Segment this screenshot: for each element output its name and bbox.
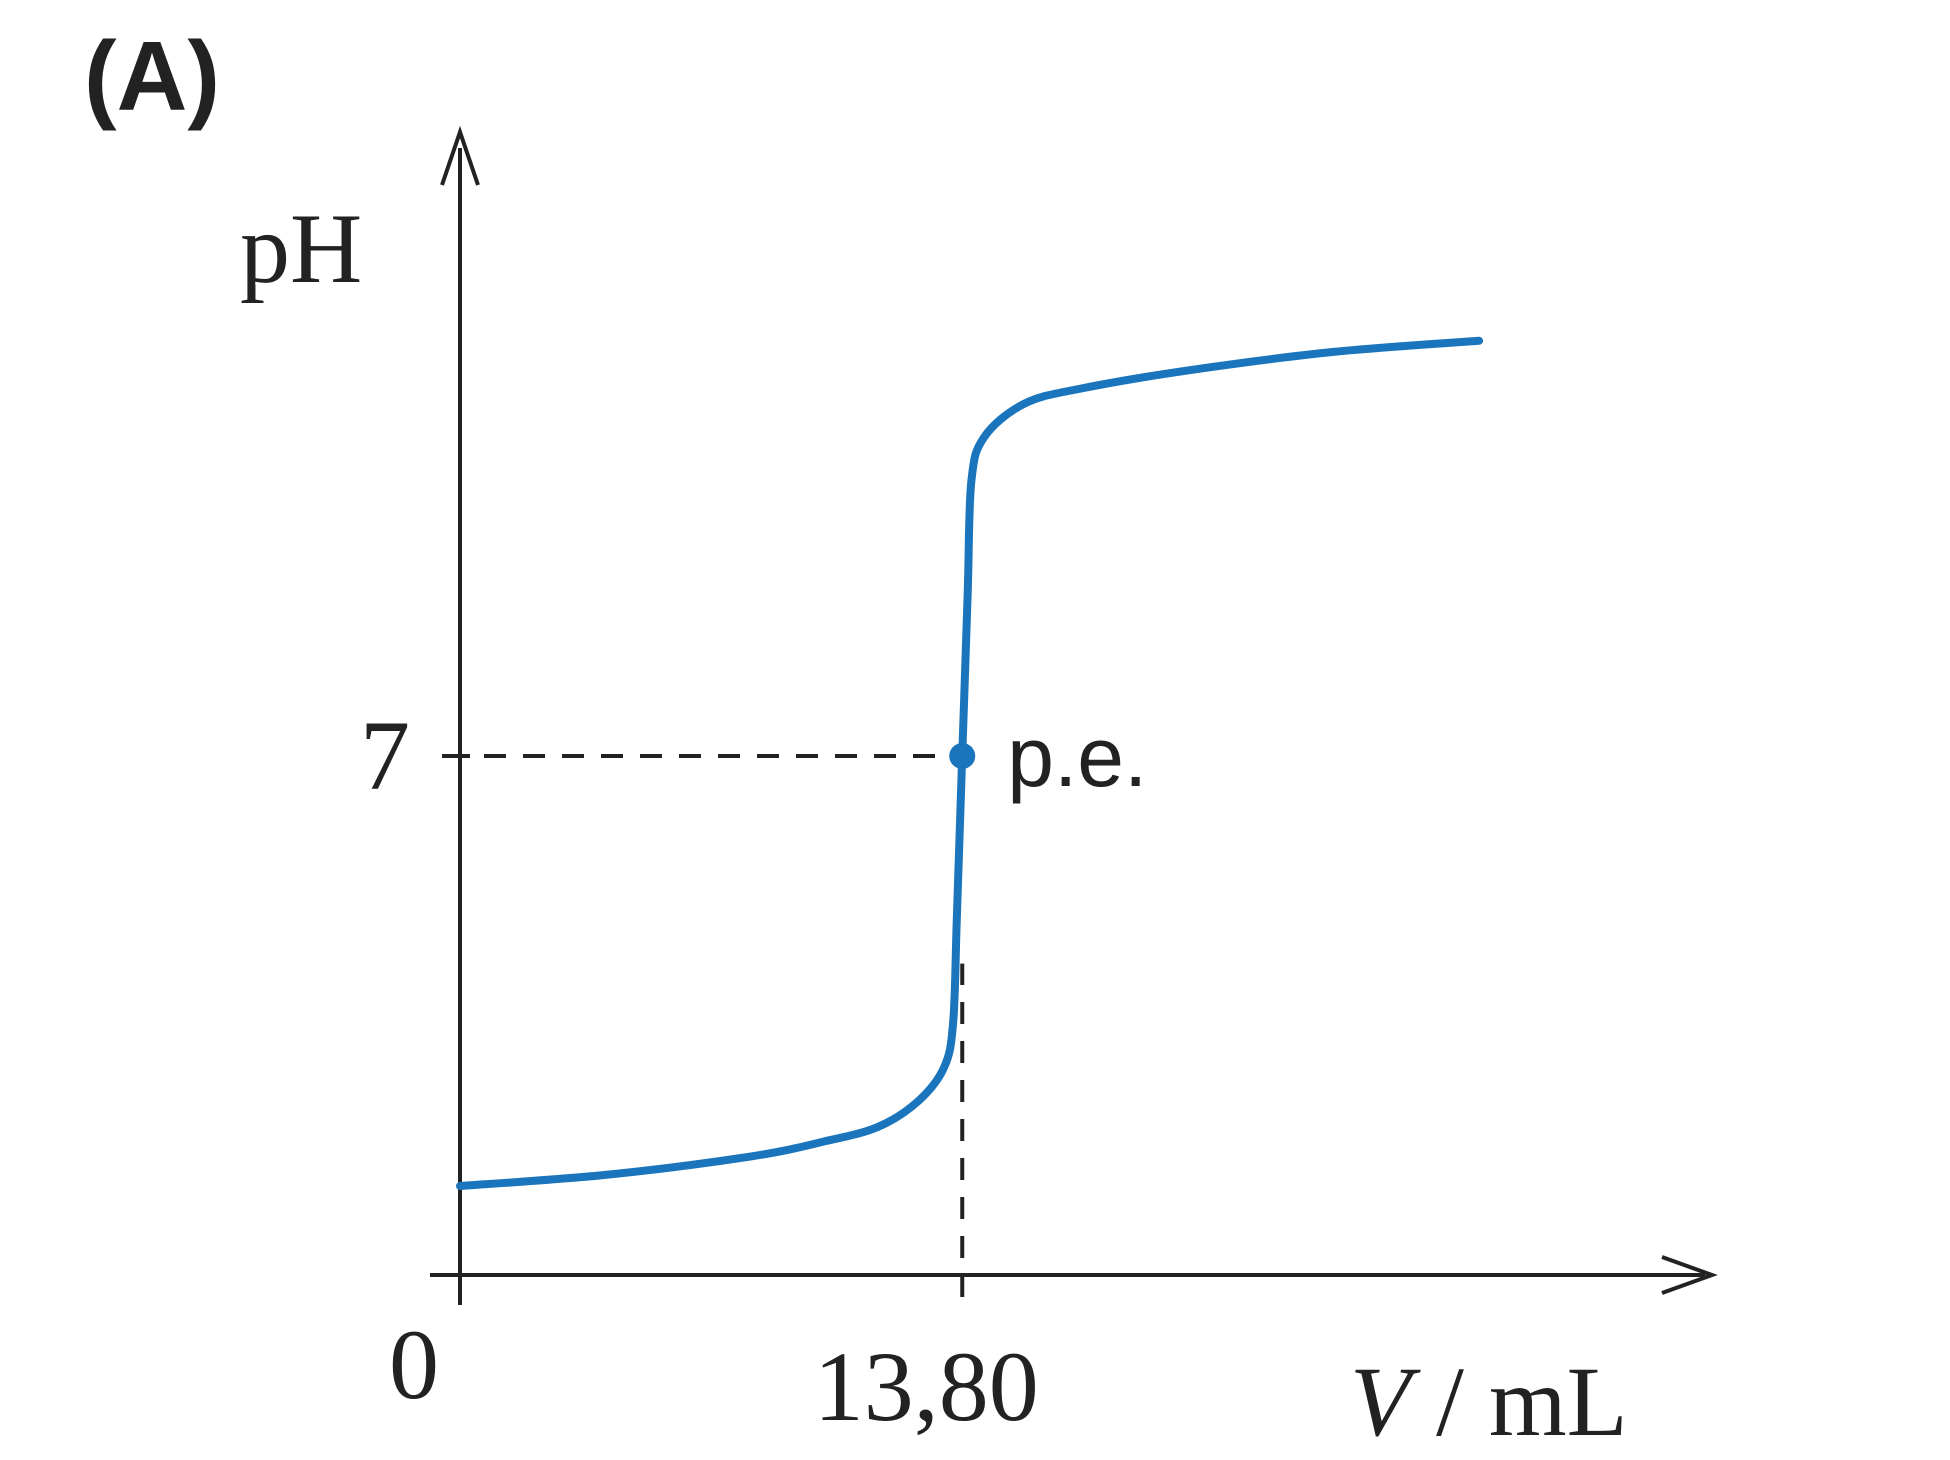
x-axis-arrow (1661, 1255, 1718, 1295)
titration-curve (456, 336, 1484, 1190)
equivalence-point (949, 742, 976, 769)
y-axis-label: pH (240, 193, 362, 304)
panel-label: (A) (84, 21, 220, 131)
y-axis-arrow (440, 125, 480, 186)
axes (430, 125, 1718, 1305)
y-tick-label-7: 7 (360, 700, 410, 811)
x-tick-label-equivalence: 13,80 (814, 1331, 1039, 1442)
x-tick-label-origin: 0 (389, 1309, 439, 1420)
x-axis-label: V / mL (1350, 1346, 1628, 1457)
guide-lines (445, 753, 965, 1297)
x-axis-unit: / mL (1411, 1346, 1628, 1457)
equivalence-point-label: p.e. (1007, 710, 1147, 804)
x-axis-variable: V (1350, 1346, 1421, 1457)
